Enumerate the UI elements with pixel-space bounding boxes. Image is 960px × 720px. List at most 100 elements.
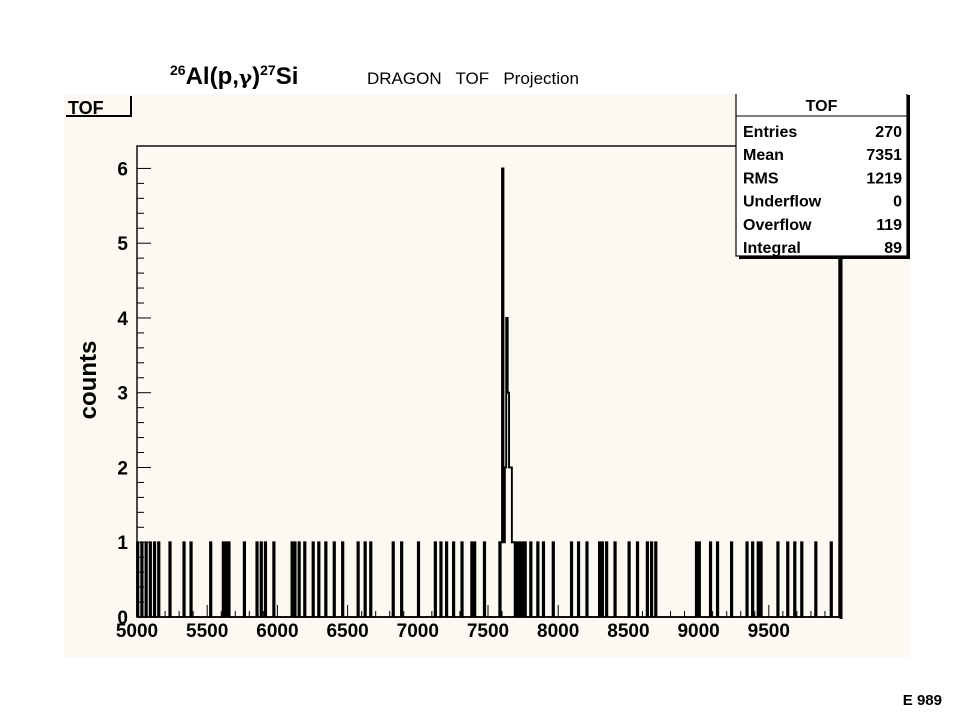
title-box-border: [66, 96, 132, 117]
histogram-bin: [645, 541, 649, 617]
histogram-bin: [613, 541, 617, 617]
histogram-bin: [242, 541, 247, 617]
stats-value: 7351: [866, 147, 902, 164]
slide-title: 26Al(p,γ)27Si: [170, 62, 298, 91]
stats-box-title: TOF: [806, 98, 838, 115]
histogram-bin: [189, 541, 193, 617]
x-tick-label: 6000: [256, 621, 298, 642]
stats-value: 270: [875, 124, 902, 141]
histogram-bin: [452, 541, 456, 617]
histogram-bin: [751, 541, 755, 617]
histogram-bin: [157, 541, 161, 617]
histogram-bin: [470, 541, 474, 617]
histogram-bin: [433, 541, 437, 617]
histogram-bin: [786, 541, 790, 617]
histogram-bin: [400, 541, 404, 617]
histogram-bin: [444, 541, 449, 617]
histogram-bin: [745, 541, 749, 617]
histogram-bin: [551, 541, 555, 617]
histogram-bin: [708, 541, 713, 617]
histogram-canvas: TOF 5000 5500 6000 6500 7000 7500 8000 8500 9000 9…: [64, 94, 910, 658]
histogram-bin: [290, 541, 294, 617]
histogram-bin: [341, 541, 345, 617]
histogram-bin: [520, 541, 524, 617]
slide-subtitle: DRAGON TOF Projection: [367, 69, 579, 88]
histogram-bin: [263, 541, 268, 617]
histogram-bin: [715, 541, 720, 617]
histogram-bin: [182, 541, 186, 617]
title-element-2: Si: [275, 63, 299, 90]
title-mass-number-2: 27: [260, 62, 276, 78]
histogram-bin: [517, 541, 522, 617]
histogram-bin: [800, 541, 804, 617]
y-axis-label: counts: [75, 341, 102, 420]
stats-label: Mean: [743, 147, 784, 164]
histogram-bin: [541, 541, 546, 617]
histogram-bin: [332, 541, 336, 617]
y-tick-label: 5: [117, 234, 128, 255]
histogram-bin: [473, 541, 477, 617]
histogram-bin: [829, 541, 833, 617]
x-tick-label: 8500: [607, 621, 649, 642]
histogram-bin: [391, 541, 395, 617]
stats-box: [735, 94, 908, 257]
histogram-bin: [756, 541, 760, 617]
stats-label: Integral: [743, 240, 801, 257]
histogram-bin: [152, 541, 157, 617]
histogram-bin: [224, 541, 228, 617]
x-tick-label: 5000: [116, 621, 158, 642]
x-tick-label: 7500: [467, 621, 509, 642]
stats-value: 119: [876, 217, 902, 234]
x-tick-label: 9000: [677, 621, 719, 642]
histogram-bin: [439, 541, 443, 617]
histogram-bin: [759, 541, 763, 617]
histogram-bin: [605, 541, 609, 617]
histogram-bin: [729, 541, 734, 617]
histogram-bin: [598, 541, 602, 617]
histogram-bin: [515, 541, 519, 617]
histogram-bin: [144, 541, 148, 617]
histogram-bin: [227, 541, 231, 617]
stats-label: Overflow: [743, 217, 812, 234]
stats-label: Entries: [743, 124, 797, 141]
histogram-bin: [293, 541, 297, 617]
histogram-bin: [523, 541, 527, 617]
histogram-bin: [369, 541, 373, 617]
histogram-bin: [635, 541, 640, 617]
histogram-bin: [576, 541, 581, 617]
histogram-bin: [363, 541, 367, 617]
histogram-bin: [529, 541, 533, 617]
y-tick-label: 3: [117, 384, 128, 405]
title-mass-number-1: 26: [170, 62, 186, 78]
x-tick-label: 5500: [186, 621, 228, 642]
stats-value: 0: [893, 194, 902, 211]
stats-label: Underflow: [743, 194, 822, 211]
histogram-title: TOF: [68, 98, 104, 118]
histogram-bin: [221, 541, 225, 617]
x-tick-label: 6500: [326, 621, 368, 642]
y-tick-label: 6: [117, 159, 128, 180]
histogram-bin: [168, 541, 172, 617]
stats-label: RMS: [743, 170, 779, 187]
histogram-bin: [209, 541, 213, 617]
y-tick-label: 0: [117, 608, 128, 629]
title-element-1: Al(p,: [185, 63, 239, 90]
histogram-bin: [482, 541, 487, 617]
y-tick-label: 4: [117, 309, 128, 330]
y-tick-label: 1: [117, 533, 128, 554]
histogram-bin: [536, 541, 540, 617]
histogram-bin: [569, 541, 574, 617]
peak-bins: [499, 167, 516, 617]
histogram-bin: [317, 541, 321, 617]
y-tick-label: 2: [117, 458, 128, 479]
stats-value: 89: [884, 240, 902, 257]
histogram-bin: [814, 541, 818, 617]
histogram-bin: [416, 541, 421, 617]
histogram-bin: [627, 541, 631, 617]
histogram-bin: [259, 541, 263, 617]
histogram-bin: [255, 541, 259, 617]
title-gamma-symbol: γ: [238, 65, 253, 89]
title-close-paren: ): [252, 63, 261, 90]
histogram-bin: [303, 541, 307, 617]
